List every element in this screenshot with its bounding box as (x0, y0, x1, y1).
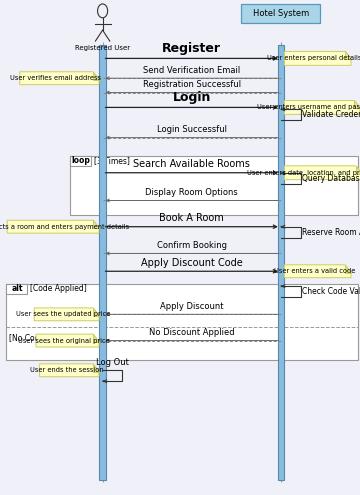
Polygon shape (93, 334, 99, 342)
Text: Apply Discount: Apply Discount (160, 302, 224, 311)
Polygon shape (93, 72, 99, 80)
Text: Display Room Options: Display Room Options (145, 188, 238, 197)
Text: loop: loop (71, 156, 90, 165)
Polygon shape (284, 166, 360, 180)
Polygon shape (34, 308, 99, 321)
Bar (6, 284, 358, 360)
Text: User ends the session: User ends the session (30, 367, 103, 373)
Polygon shape (93, 364, 99, 372)
Text: Validate Credentials: Validate Credentials (302, 110, 360, 119)
Bar (70, 156, 91, 166)
Text: Login Successful: Login Successful (157, 125, 227, 134)
Text: User verifies email address: User verifies email address (10, 75, 101, 81)
Polygon shape (345, 265, 351, 273)
Text: User enters personal details: User enters personal details (267, 55, 360, 61)
Bar (241, 4, 320, 23)
Text: Query Database: Query Database (302, 174, 360, 183)
Text: alt: alt (11, 284, 23, 293)
Polygon shape (284, 51, 351, 65)
Bar (70, 156, 358, 215)
Text: Send Verification Email: Send Verification Email (143, 66, 240, 75)
Bar (6, 284, 27, 294)
Text: Register: Register (162, 42, 221, 55)
Polygon shape (284, 265, 351, 278)
Text: Registration Successful: Registration Successful (143, 80, 241, 89)
Polygon shape (93, 220, 99, 228)
Polygon shape (36, 334, 99, 347)
Text: Book A Room: Book A Room (159, 213, 224, 223)
Text: User enters date, location, and preferences: User enters date, location, and preferen… (247, 170, 360, 176)
Polygon shape (7, 220, 99, 233)
Text: [No Code]: [No Code] (9, 333, 48, 342)
Text: No Discount Applied: No Discount Applied (149, 328, 234, 337)
Polygon shape (40, 364, 99, 377)
Polygon shape (93, 308, 99, 316)
Text: User sees the original price: User sees the original price (18, 338, 110, 344)
Text: Registered User: Registered User (75, 45, 130, 51)
Text: Reserve Room And Process Payment: Reserve Room And Process Payment (302, 228, 360, 237)
Polygon shape (354, 100, 360, 108)
Text: Log Out: Log Out (96, 358, 129, 367)
Text: User sees the updated price: User sees the updated price (16, 311, 111, 317)
Bar (99, 45, 106, 480)
Text: Hotel System: Hotel System (253, 9, 309, 18)
Text: Confirm Booking: Confirm Booking (157, 241, 227, 250)
Text: User selects a room and enters payment details: User selects a room and enters payment d… (0, 224, 129, 230)
Bar (278, 45, 284, 480)
Polygon shape (356, 166, 360, 174)
Polygon shape (345, 51, 351, 59)
Text: Check Code Validity And Expiry: Check Code Validity And Expiry (302, 287, 360, 296)
Polygon shape (20, 72, 99, 85)
Text: Search Available Rooms: Search Available Rooms (133, 159, 250, 169)
Text: [Code Applied]: [Code Applied] (30, 284, 87, 293)
Text: User enters a valid code: User enters a valid code (274, 268, 355, 274)
Text: Login: Login (172, 91, 211, 104)
Text: Apply Discount Code: Apply Discount Code (141, 258, 243, 268)
Text: [3 Times]: [3 Times] (94, 156, 130, 165)
Polygon shape (284, 100, 360, 114)
Text: User enters username and password: User enters username and password (257, 104, 360, 110)
